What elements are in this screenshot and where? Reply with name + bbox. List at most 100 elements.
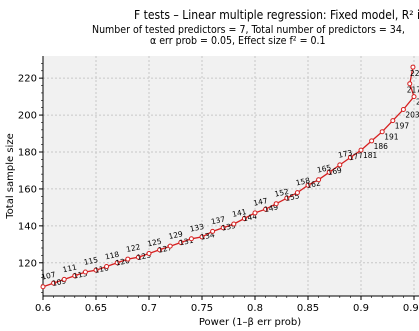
data-label: 158 <box>295 176 311 188</box>
data-point <box>263 206 269 212</box>
data-point <box>93 267 99 273</box>
y-tick-label: 200 <box>18 111 37 122</box>
data-label: 173 <box>337 148 353 160</box>
data-label: 165 <box>316 163 332 175</box>
data-label: 147 <box>253 196 269 208</box>
data-label: 129 <box>168 229 184 241</box>
data-point <box>252 210 258 216</box>
data-point <box>61 276 67 282</box>
data-label: 113 <box>72 269 88 281</box>
data-point <box>157 247 163 253</box>
y-axis-label: Total sample size <box>5 133 16 219</box>
data-label: 125 <box>147 237 163 249</box>
y-tick-label: 160 <box>18 184 37 195</box>
x-tick-label: 0.8 <box>247 303 263 314</box>
data-point <box>241 215 247 221</box>
data-label: 122 <box>125 242 141 254</box>
data-label: 217 <box>407 86 419 95</box>
data-point <box>273 201 279 207</box>
data-point <box>284 195 290 201</box>
data-point <box>135 254 141 260</box>
data-point <box>231 221 237 227</box>
data-point <box>82 269 88 275</box>
data-point <box>167 243 173 249</box>
data-label: 162 <box>306 178 322 190</box>
data-label: 203 <box>405 111 419 120</box>
data-label: 141 <box>231 207 247 219</box>
x-axis-label: Power (1–β err prob) <box>199 317 301 328</box>
data-label: 155 <box>284 191 300 203</box>
data-label: 107 <box>41 270 57 282</box>
data-label: 139 <box>221 221 237 233</box>
data-label: 181 <box>363 151 378 160</box>
x-tick-label: 0.65 <box>85 303 107 314</box>
y-tick-label: 140 <box>18 221 37 232</box>
data-label: 131 <box>178 236 194 248</box>
data-label: 226 <box>410 69 419 78</box>
data-label: 116 <box>94 263 110 275</box>
data-label: 152 <box>274 187 290 199</box>
data-point <box>411 94 417 100</box>
data-point <box>114 260 120 266</box>
data-point <box>407 81 413 87</box>
data-point <box>358 147 364 153</box>
x-tick-label: 0.7 <box>141 303 157 314</box>
data-label: 118 <box>104 250 120 262</box>
y-tick-label: 180 <box>18 148 37 159</box>
data-point <box>220 225 226 231</box>
data-label: 123 <box>136 250 152 262</box>
data-label: 197 <box>395 122 410 131</box>
x-tick-label: 0.75 <box>191 303 213 314</box>
data-label: 109 <box>51 276 67 288</box>
x-tick-label: 0.6 <box>35 303 51 314</box>
data-point <box>188 236 194 242</box>
data-point <box>390 118 396 124</box>
data-point <box>72 273 78 279</box>
data-label: 186 <box>374 142 389 151</box>
axis-ticks: 0.6 0.65 0.7 0.75 0.8 0.85 0.9 0.95 120 140 160 180… <box>18 63 419 314</box>
data-label: 133 <box>189 222 205 234</box>
data-point <box>316 177 322 183</box>
data-point <box>400 107 406 113</box>
data-label: 191 <box>384 133 399 142</box>
data-label: 210 <box>416 98 419 107</box>
data-point <box>146 251 152 257</box>
grid-lines <box>42 56 419 296</box>
chart-subtitle-1: Number of tested predictors = 7, Total n… <box>92 24 405 36</box>
data-point <box>410 64 416 70</box>
data-point <box>294 190 300 196</box>
data-label: 120 <box>115 256 131 268</box>
data-point <box>40 284 46 290</box>
y-tick-label: 220 <box>18 74 37 85</box>
data-label: 149 <box>263 202 279 214</box>
series-group: 1071091111131151161181201221231251271291… <box>40 64 419 290</box>
data-point <box>51 280 57 286</box>
data-label: 134 <box>200 230 216 242</box>
chart-subtitle-2: α err prob = 0.05, Effect size f² = 0.1 <box>150 35 326 47</box>
x-tick-label: 0.95 <box>403 303 419 314</box>
data-label: 169 <box>327 165 343 177</box>
x-tick-label: 0.85 <box>297 303 319 314</box>
x-tick-label: 0.9 <box>353 303 369 314</box>
data-point <box>369 138 375 144</box>
data-label: 115 <box>83 255 99 267</box>
data-label: 177 <box>348 151 364 163</box>
data-point <box>305 182 311 188</box>
data-label: 111 <box>62 263 78 275</box>
data-point <box>104 263 110 269</box>
data-label: 127 <box>157 243 173 255</box>
data-point <box>337 162 343 168</box>
data-point <box>125 256 131 262</box>
data-point <box>210 228 216 234</box>
data-point <box>347 155 353 161</box>
data-point <box>199 234 205 240</box>
data-point <box>326 169 332 175</box>
data-point <box>178 239 184 245</box>
data-label: 137 <box>210 215 226 227</box>
data-label: 144 <box>242 212 258 224</box>
data-point <box>379 129 385 135</box>
chart-title: F tests – Linear multiple regression: Fi… <box>134 8 419 22</box>
plot-area <box>43 56 419 296</box>
y-tick-label: 120 <box>18 258 37 269</box>
